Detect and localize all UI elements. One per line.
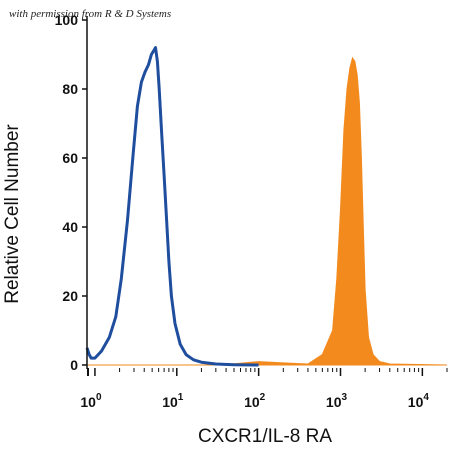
y-tick-label: 80 xyxy=(62,81,78,97)
permission-watermark: with permission from R & D Systems xyxy=(9,8,172,20)
y-tick-label: 0 xyxy=(70,357,78,373)
x-tick-label: 104 xyxy=(408,392,430,410)
x-tick-label: 100 xyxy=(80,392,102,410)
x-tick-label: 101 xyxy=(162,392,184,410)
x-axis-label: CXCR1/IL-8 RA xyxy=(197,426,333,447)
filled-series-1 xyxy=(87,56,448,366)
y-tick-label: 100 xyxy=(55,12,79,28)
y-tick-label: 20 xyxy=(62,288,78,304)
y-tick-label: 40 xyxy=(62,219,78,235)
series-layer xyxy=(85,46,448,367)
x-tick-label: 103 xyxy=(326,392,348,410)
y-tick-label: 60 xyxy=(62,150,78,166)
outline-series-0 xyxy=(85,46,259,367)
axes-layer: 0 20 40 60 80 100 100 101 102 103 104 xyxy=(55,12,448,410)
y-axis-label: Relative Cell Number xyxy=(2,124,23,304)
x-tick-label: 102 xyxy=(244,392,266,410)
